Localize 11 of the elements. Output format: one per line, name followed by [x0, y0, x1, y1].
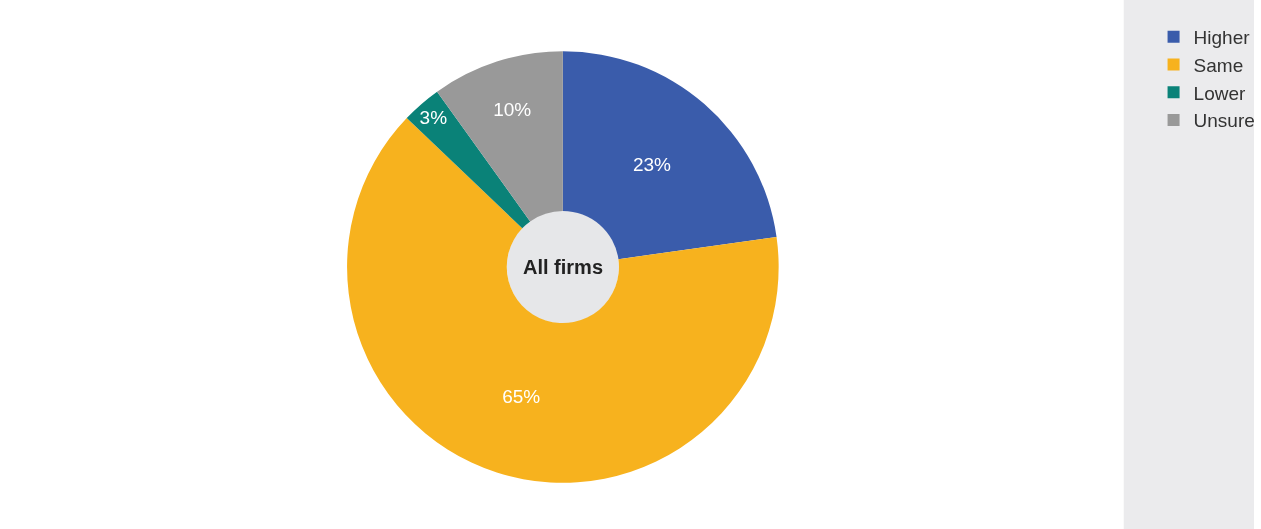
data-label: 10%: [493, 99, 532, 121]
data-label: 23%: [632, 153, 672, 175]
text: All firms: [523, 256, 604, 278]
donut-slice: [406, 91, 531, 229]
legend-label: Same: [1193, 54, 1244, 76]
donut-slice: [562, 51, 777, 260]
data-label: 65%: [502, 385, 541, 407]
legend-label: Higher: [1193, 27, 1251, 49]
legend-label: Lower: [1193, 82, 1246, 104]
legend-label: Unsure: [1193, 110, 1255, 132]
data-label: 3%: [419, 107, 448, 129]
